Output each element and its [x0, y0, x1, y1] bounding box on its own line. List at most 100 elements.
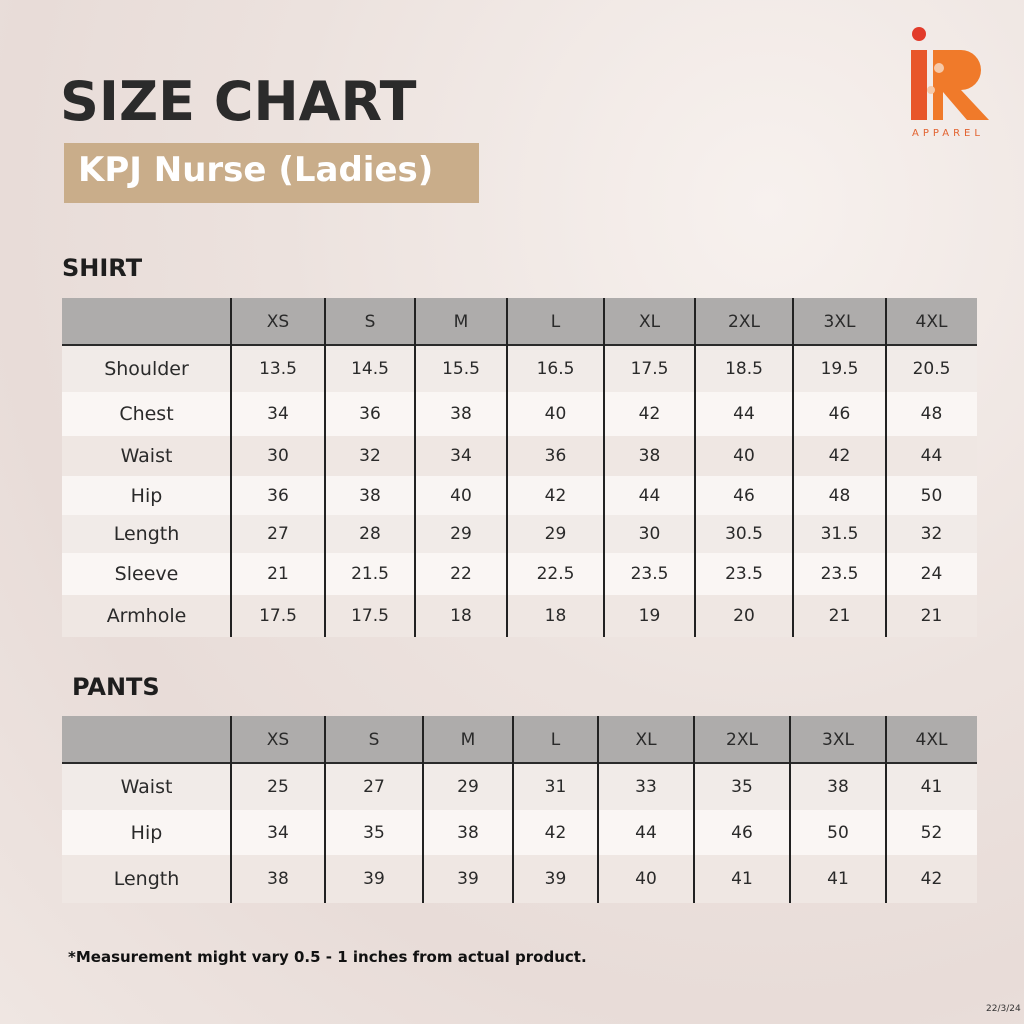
cell: 40 [450, 485, 472, 506]
cell: 36 [544, 446, 567, 466]
column-rule [230, 298, 232, 637]
cell: 39 [457, 869, 479, 889]
subtitle-box [64, 143, 479, 203]
cell: 44 [733, 404, 755, 424]
cell: 23.5 [820, 564, 859, 584]
cell: 42 [828, 446, 851, 466]
column-header: XL [638, 311, 661, 332]
column-rule [512, 716, 514, 903]
cell: 50 [920, 485, 943, 506]
cell: 18.5 [725, 358, 763, 379]
cell: 32 [920, 524, 943, 544]
column-header: M [460, 729, 476, 750]
column-header: 4XL [915, 311, 948, 332]
column-rule [597, 716, 599, 903]
cell: 34 [450, 446, 472, 466]
cell: 41 [827, 869, 849, 889]
column-rule [693, 716, 695, 903]
cell: 39 [544, 869, 567, 889]
table-row [62, 595, 977, 637]
cell: 30 [638, 524, 661, 544]
cell: 25 [267, 776, 289, 797]
cell: 23.5 [630, 564, 669, 584]
cell: 29 [457, 776, 479, 797]
cell: 16.5 [536, 358, 575, 379]
cell: 31.5 [820, 524, 859, 544]
column-header: 4XL [915, 729, 948, 750]
cell: 21 [920, 606, 943, 626]
cell: 28 [359, 524, 381, 544]
cell: 21 [267, 564, 289, 584]
cell: 44 [638, 485, 661, 506]
section-title: SHIRT [62, 254, 143, 282]
cell: 50 [827, 822, 849, 843]
cell: 27 [363, 776, 385, 797]
table-row [62, 436, 977, 476]
row-label: Armhole [106, 605, 187, 627]
cell: 39 [363, 869, 385, 889]
column-rule [324, 298, 326, 637]
row-label: Hip [130, 821, 163, 844]
column-rule [885, 716, 887, 903]
column-header: 2XL [728, 311, 760, 332]
cell: 48 [920, 404, 943, 424]
cell: 38 [267, 869, 289, 889]
cell: 40 [733, 446, 755, 466]
cell: 32 [359, 446, 381, 466]
cell: 15.5 [442, 358, 480, 379]
header-row [62, 716, 977, 763]
cell: 41 [920, 776, 943, 797]
row-label: Shoulder [104, 357, 189, 380]
logo [911, 27, 989, 120]
cell: 40 [635, 869, 657, 889]
column-header: S [364, 311, 376, 332]
column-rule [506, 298, 508, 637]
column-rule [324, 716, 326, 903]
cell: 24 [920, 564, 943, 584]
row-label: Hip [130, 484, 163, 507]
row-label: Waist [120, 775, 173, 798]
column-rule [230, 716, 232, 903]
row-label: Length [113, 523, 180, 545]
table-row [62, 763, 977, 810]
cell: 38 [359, 485, 381, 506]
row-label: Waist [120, 445, 173, 467]
cell: 29 [450, 524, 472, 544]
cell: 23.5 [725, 564, 763, 584]
cell: 19 [638, 606, 661, 626]
cell: 19.5 [820, 358, 859, 379]
table-row [62, 476, 977, 515]
cell: 18 [544, 606, 567, 626]
cell: 20 [733, 606, 755, 626]
cell: 20.5 [912, 358, 951, 379]
cell: 34 [267, 822, 289, 843]
row-label: Length [113, 868, 180, 890]
cell: 38 [827, 776, 849, 797]
column-header: 2XL [726, 729, 758, 750]
column-rule [885, 298, 887, 637]
column-header: S [368, 729, 380, 750]
column-header: XL [635, 729, 657, 750]
cell: 35 [731, 776, 753, 797]
header-row [62, 298, 977, 345]
cell: 13.5 [259, 358, 297, 379]
cell: 42 [544, 822, 567, 843]
table-row [62, 392, 977, 436]
date: 22/3/24 [986, 1004, 1021, 1014]
column-rule [414, 298, 416, 637]
cell: 42 [544, 485, 567, 506]
cell: 17.5 [259, 606, 297, 626]
cell: 48 [828, 485, 851, 506]
column-header: XS [266, 311, 290, 332]
cell: 27 [267, 524, 289, 544]
table-row [62, 515, 977, 553]
header-rule [62, 344, 977, 346]
cell: 36 [359, 404, 381, 424]
header-rule [62, 762, 977, 764]
cell: 38 [457, 822, 479, 843]
cell: 17.5 [351, 606, 389, 626]
cell: 31 [544, 776, 567, 797]
cell: 38 [638, 446, 661, 466]
table-row [62, 810, 977, 855]
